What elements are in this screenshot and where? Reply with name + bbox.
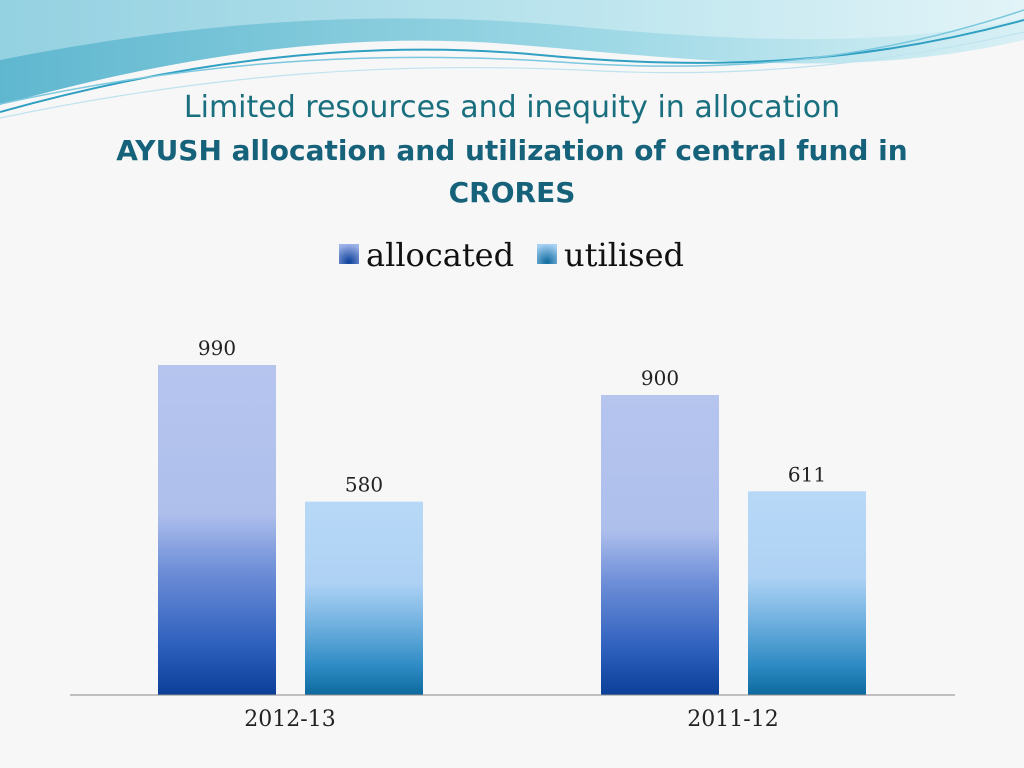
legend-swatch-utilised	[537, 244, 557, 264]
data-label-allocated-2011-12: 900	[641, 366, 679, 390]
x-tick-label-2011-12: 2011-12	[687, 707, 778, 732]
header-wave-decoration	[0, 0, 1024, 119]
chart-legend: allocated utilised	[339, 236, 684, 274]
legend-swatch-allocated	[339, 244, 359, 264]
slide-subtitle: AYUSH allocation and utilization of cent…	[116, 134, 908, 209]
data-label-utilised-2012-13: 580	[345, 473, 383, 497]
bar-utilised-2012-13	[305, 501, 423, 695]
bar-allocated-2012-13	[158, 365, 276, 695]
x-tick-label-2012-13: 2012-13	[244, 707, 335, 732]
legend-label-utilised: utilised	[564, 236, 684, 274]
x-tick-labels-group: 2012-13 2011-12	[244, 707, 778, 732]
data-labels-group: 990 580 900 611	[198, 336, 826, 497]
bar-allocated-2011-12	[601, 395, 719, 695]
bars-group	[158, 365, 866, 695]
data-label-utilised-2011-12: 611	[788, 462, 826, 486]
bar-utilised-2011-12	[748, 491, 866, 695]
legend-label-allocated: allocated	[366, 236, 514, 274]
data-label-allocated-2012-13: 990	[198, 336, 236, 360]
slide-title: Limited resources and inequity in alloca…	[183, 90, 841, 125]
